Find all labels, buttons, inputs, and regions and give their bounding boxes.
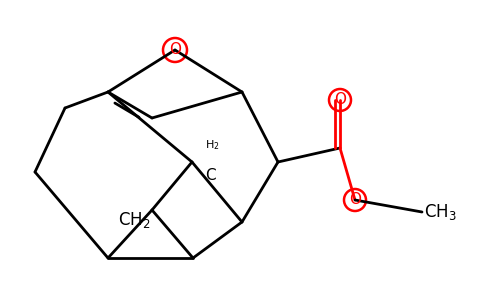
- Text: O: O: [334, 92, 346, 107]
- Text: C: C: [205, 168, 216, 183]
- Text: O: O: [349, 193, 361, 208]
- Text: H$_2$: H$_2$: [205, 138, 220, 152]
- Text: CH$_3$: CH$_3$: [424, 202, 457, 222]
- Text: O: O: [169, 43, 181, 58]
- Text: CH$_2$: CH$_2$: [118, 210, 151, 230]
